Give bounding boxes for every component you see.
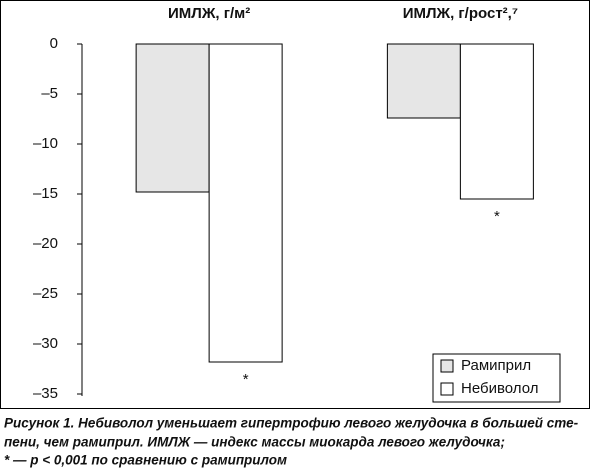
y-tick-label: –35 xyxy=(33,385,58,402)
y-tick-label: –15 xyxy=(33,185,58,202)
category-label: ИМЛЖ, г/м² xyxy=(168,5,250,22)
legend-swatch xyxy=(440,359,454,373)
y-tick-label: –20 xyxy=(33,235,58,252)
y-tick-label: –30 xyxy=(33,335,58,352)
significance-marker: * xyxy=(243,371,249,388)
category-label: ИМЛЖ, г/рост²,⁷ xyxy=(403,5,518,22)
legend-swatch xyxy=(440,382,454,396)
y-tick-label: –25 xyxy=(33,285,58,302)
bar xyxy=(208,43,283,363)
bar xyxy=(386,43,461,119)
legend-label: Рамиприл xyxy=(461,357,531,374)
y-tick-label: –10 xyxy=(33,135,58,152)
caption-line: Рисунок 1. Небиволол уменьшает гипертроф… xyxy=(4,416,579,431)
caption-line: пени, чем рамиприл. ИМЛЖ — индекс массы … xyxy=(4,435,505,450)
legend-label: Небиволол xyxy=(461,380,538,397)
bar xyxy=(459,43,534,200)
bar xyxy=(135,43,210,193)
caption-line: * — p < 0,001 по сравнению с рамиприлом xyxy=(4,453,287,468)
significance-marker: * xyxy=(494,208,500,225)
legend-box xyxy=(432,353,561,403)
y-tick-label: –5 xyxy=(41,85,58,102)
y-tick-label: 0 xyxy=(50,35,58,52)
